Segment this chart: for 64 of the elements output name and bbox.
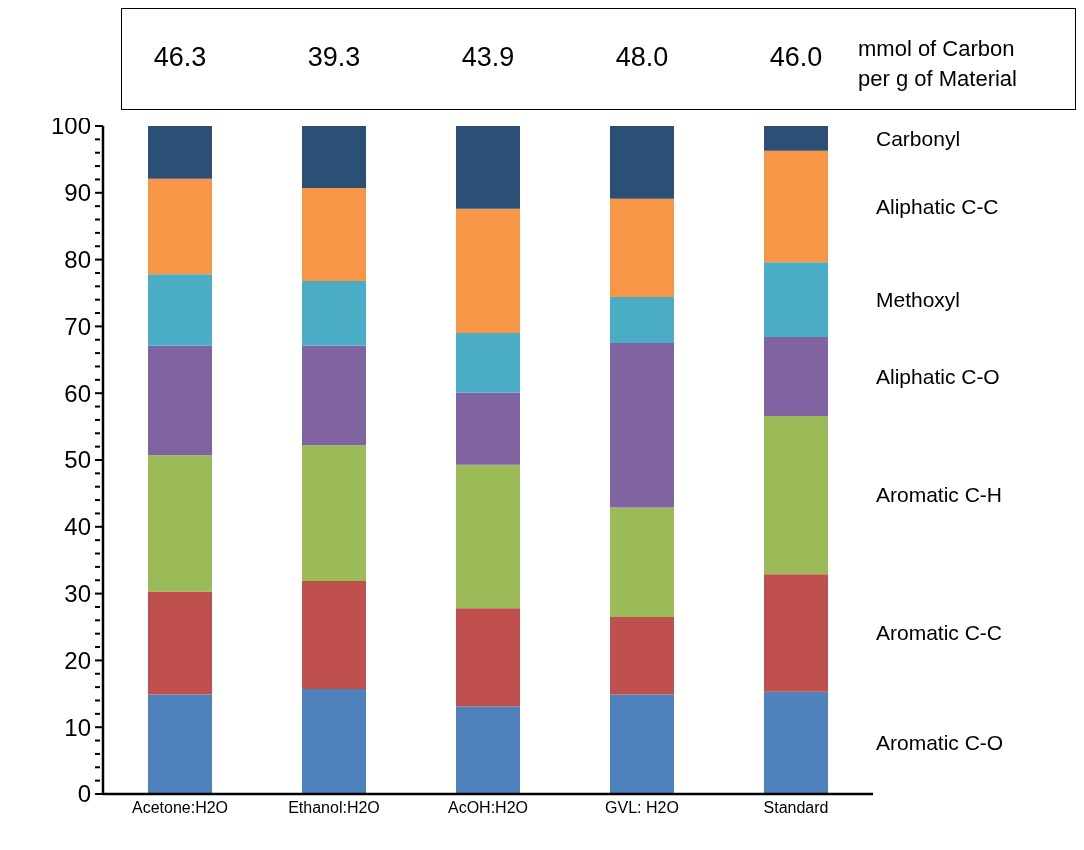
y-tick-label: 80 bbox=[64, 246, 91, 273]
x-tick-label: Standard bbox=[763, 799, 829, 817]
bar bbox=[456, 392, 520, 465]
y-tick-label: 60 bbox=[64, 379, 91, 407]
bar bbox=[148, 345, 212, 456]
y-tick-label: 10 bbox=[64, 713, 91, 741]
bar bbox=[302, 126, 366, 189]
bar bbox=[302, 188, 366, 281]
x-tick-label: GVL: H2O bbox=[605, 799, 679, 817]
text: 39.3 bbox=[306, 42, 362, 73]
text: Aromatic C-C bbox=[876, 621, 1003, 645]
y-tick-label: 100 bbox=[50, 112, 91, 140]
bar bbox=[456, 208, 520, 334]
bar bbox=[148, 455, 212, 592]
bar bbox=[764, 415, 828, 575]
bar bbox=[302, 689, 366, 794]
y-tick-label: 0 bbox=[77, 780, 91, 808]
bar bbox=[148, 694, 212, 794]
x-tick-label: Ethanol:H2O bbox=[288, 799, 380, 817]
bar bbox=[148, 126, 212, 179]
text: mmol of Carbon per g of Material bbox=[858, 35, 1018, 93]
text: 43.9 bbox=[460, 42, 516, 73]
text: Aromatic C-H bbox=[876, 483, 1003, 507]
bar bbox=[610, 694, 674, 794]
bar bbox=[456, 706, 520, 794]
text: Carbonyl bbox=[876, 126, 961, 150]
bar bbox=[610, 297, 674, 344]
text: 46.0 bbox=[768, 42, 824, 73]
bar bbox=[148, 591, 212, 695]
bar bbox=[610, 198, 674, 298]
y-tick-label: 40 bbox=[64, 513, 91, 541]
bar bbox=[148, 274, 212, 346]
bar bbox=[610, 126, 674, 199]
x-tick-label: Acetone:H2O bbox=[131, 799, 229, 817]
bar bbox=[302, 445, 366, 581]
bar bbox=[764, 126, 828, 151]
bar bbox=[764, 691, 828, 794]
bar bbox=[456, 608, 520, 707]
text: 46.3 bbox=[152, 42, 208, 73]
bar bbox=[764, 337, 828, 416]
text: Aliphatic C-O bbox=[876, 364, 1000, 388]
bar bbox=[764, 574, 828, 692]
bar bbox=[610, 343, 674, 508]
bar bbox=[456, 464, 520, 609]
bar bbox=[764, 262, 828, 338]
bar bbox=[302, 345, 366, 446]
text: Methoxyl bbox=[876, 288, 961, 312]
text: 48.0 bbox=[614, 42, 670, 73]
y-tick-label: 50 bbox=[64, 446, 91, 474]
bar bbox=[610, 507, 674, 617]
bar bbox=[302, 280, 366, 346]
y-tick-label: 90 bbox=[64, 179, 91, 207]
bar bbox=[302, 580, 366, 690]
y-tick-label: 70 bbox=[64, 312, 91, 340]
bar bbox=[456, 126, 520, 209]
bar bbox=[764, 150, 828, 263]
x-tick-label: AcOH:H2O bbox=[447, 799, 529, 817]
y-tick-label: 20 bbox=[64, 646, 91, 674]
bar bbox=[456, 333, 520, 393]
text: Aromatic C-O bbox=[876, 731, 1004, 755]
bar bbox=[148, 178, 212, 275]
bar bbox=[610, 616, 674, 695]
text: Aliphatic C-C bbox=[876, 194, 999, 218]
y-tick-label: 30 bbox=[64, 580, 91, 607]
